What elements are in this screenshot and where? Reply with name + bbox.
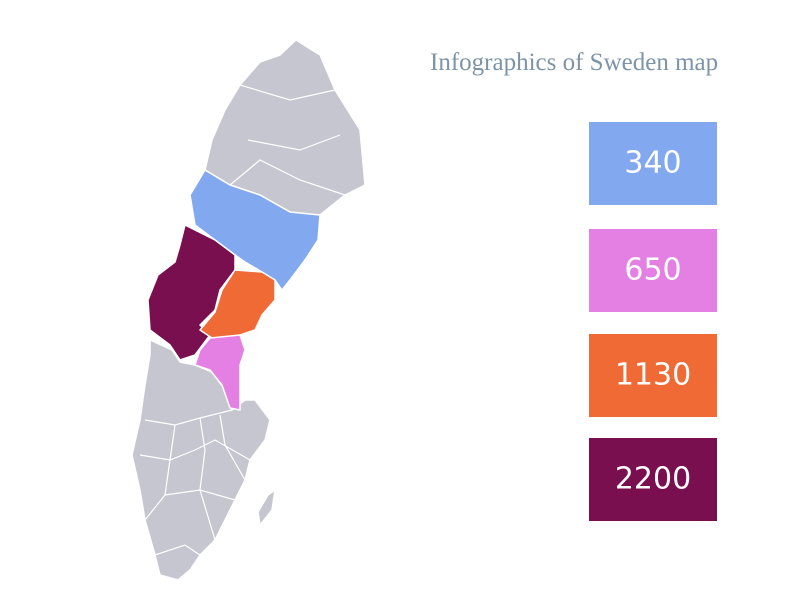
- value-label: 340: [624, 146, 681, 181]
- value-box: [589, 334, 717, 417]
- value-box: [589, 229, 717, 312]
- value-label: 650: [624, 253, 681, 288]
- map-region: [199, 269, 276, 341]
- value-box: [589, 122, 717, 205]
- map-region: [189, 169, 321, 291]
- county-borders: [139, 84, 346, 556]
- map-region: [194, 334, 246, 411]
- value-box: [589, 438, 717, 521]
- gotland: [257, 489, 276, 526]
- sweden-map: [131, 39, 366, 581]
- title: Infographics of Sweden map: [430, 49, 718, 76]
- value-label: 2200: [615, 462, 691, 497]
- value-label: 1130: [615, 358, 691, 393]
- map-region: [147, 224, 236, 361]
- value-boxes: 340 650 1130 2200: [589, 122, 717, 521]
